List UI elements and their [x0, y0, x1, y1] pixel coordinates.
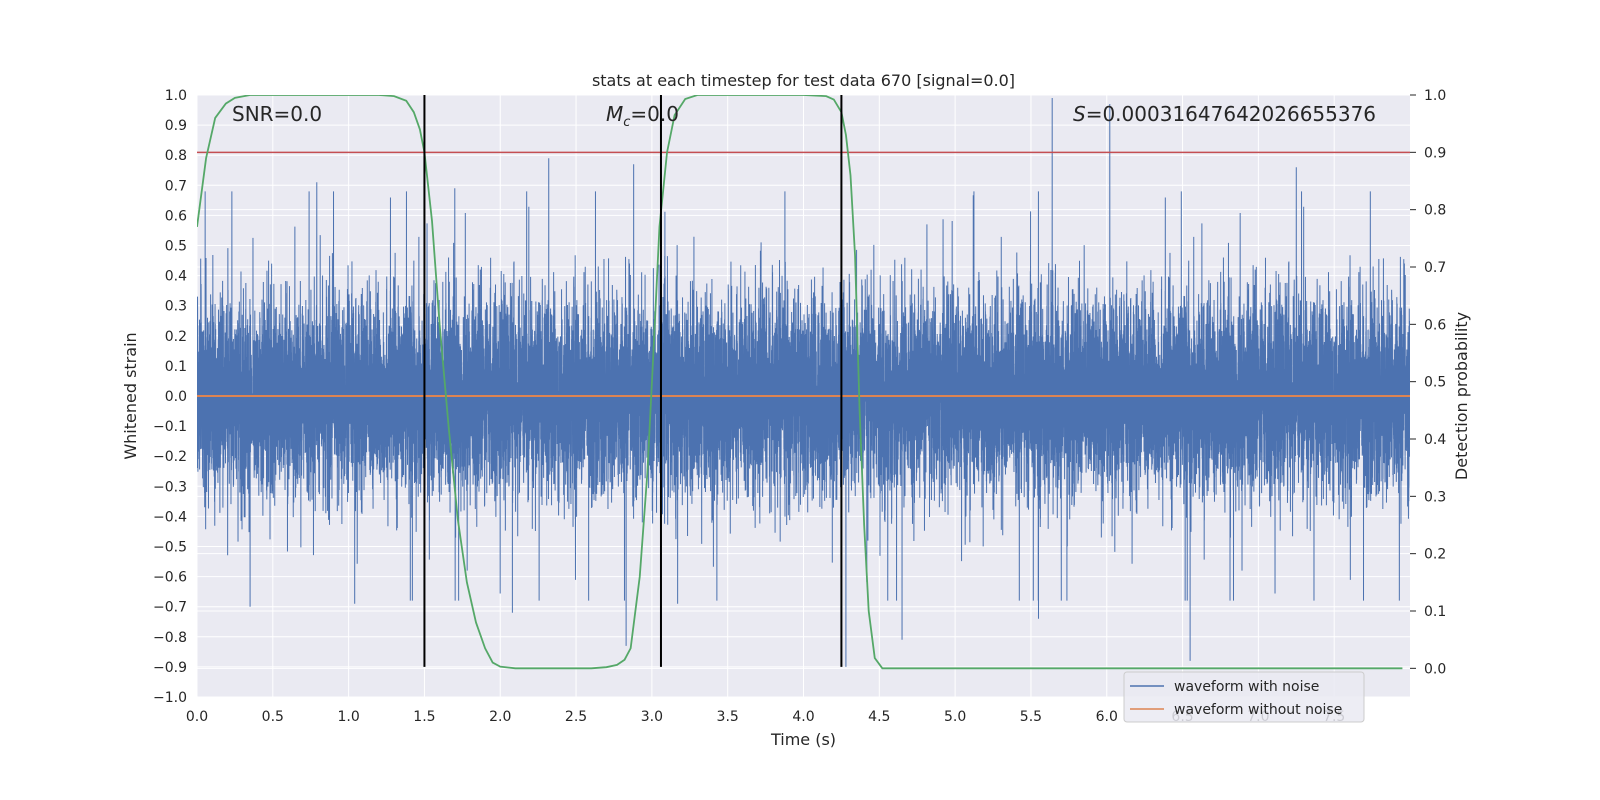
x-tick-label: 0.0 [186, 709, 208, 725]
x-tick-label: 4.5 [868, 709, 890, 725]
s-symbol: S [1073, 102, 1086, 126]
y-tick-label: −0.7 [153, 600, 187, 616]
x-tick-label: 4.0 [792, 709, 814, 725]
y2-tick-label: 0.5 [1424, 375, 1446, 391]
snr-annotation: SNR=0.0 [232, 102, 322, 126]
y2-tick-label: 0.8 [1424, 203, 1446, 219]
x-tick-label: 5.0 [944, 709, 966, 725]
x-tick-label: 3.5 [717, 709, 739, 725]
x-tick-label: 1.5 [413, 709, 435, 725]
y-tick-label: −0.6 [153, 570, 187, 586]
series-detection-probability [197, 95, 1403, 670]
y2-tick-label: 0.2 [1424, 547, 1446, 563]
y-tick-label: −1.0 [153, 690, 187, 706]
y-tick-label: 0.9 [165, 118, 187, 134]
plot-content [197, 95, 1410, 670]
x-tick-label: 2.0 [489, 709, 511, 725]
x-tick-label: 1.0 [337, 709, 359, 725]
y-tick-label: 0.4 [165, 269, 187, 285]
y-tick-label: 0.0 [165, 389, 187, 405]
y-tick-label: −0.3 [153, 479, 187, 495]
y-tick-label: −0.4 [153, 509, 187, 525]
y-tick-label: 0.5 [165, 239, 187, 255]
y2-tick-label: 0.6 [1424, 317, 1446, 333]
y-tick-label: 0.6 [165, 208, 187, 224]
mc-subscript: c [623, 115, 630, 130]
y-tick-label: 1.0 [165, 88, 187, 104]
chart-title: stats at each timestep for test data 670… [592, 71, 1015, 90]
y-axis-left: 1.0 0.9 0.8 0.7 0.6 0.5 0.4 0.3 0.2 0.1 0.0 −0.1 −0.… [153, 88, 187, 706]
x-tick-label: 3.0 [641, 709, 663, 725]
y2-tick-label: 0.3 [1424, 489, 1446, 505]
chirp-mass-annotation: Mc=0.0 [606, 102, 679, 130]
legend: waveform with noise waveform without noi… [1123, 671, 1365, 723]
x-axis-title: Time (s) [770, 730, 836, 749]
y-tick-label: 0.8 [165, 148, 187, 164]
y-tick-label: −0.5 [153, 540, 187, 556]
y2-tick-label: 0.0 [1424, 661, 1446, 677]
y-axis-title: Whitened strain [121, 332, 140, 459]
x-tick-label: 6.0 [1096, 709, 1118, 725]
y-tick-label: 0.2 [165, 329, 187, 345]
y-tick-label: −0.2 [153, 449, 187, 465]
legend-label-waveform-with-noise: waveform with noise [1174, 679, 1319, 695]
series-waveform-with-noise [197, 98, 1410, 667]
y-tick-label: 0.1 [165, 359, 187, 375]
legend-box [1123, 671, 1365, 723]
x-tick-label: 5.5 [1020, 709, 1042, 725]
x-tick-label: 2.5 [565, 709, 587, 725]
mc-symbol: M [606, 102, 623, 126]
y-axis-right: 1.0 0.9 0.8 0.7 0.6 0.5 0.4 0.3 0.2 0.1 0.0 [1410, 88, 1446, 677]
y2-tick-label: 0.7 [1424, 260, 1446, 276]
y2-tick-label: 0.4 [1424, 432, 1446, 448]
y-tick-label: 0.3 [165, 299, 187, 315]
y2-tick-label: 0.1 [1424, 604, 1446, 620]
x-tick-label: 0.5 [262, 709, 284, 725]
s-value: =0.00031647642026655376 [1086, 102, 1376, 126]
s-annotation: S=0.00031647642026655376 [1073, 102, 1376, 126]
y-tick-label: −0.9 [153, 660, 187, 676]
y-tick-label: 0.7 [165, 178, 187, 194]
legend-label-waveform-without-noise: waveform without noise [1174, 702, 1342, 718]
y2-tick-label: 0.9 [1424, 145, 1446, 161]
event-markers [423, 95, 843, 667]
y-tick-label: −0.8 [153, 630, 187, 646]
y2-tick-label: 1.0 [1424, 88, 1446, 104]
y2-axis-title: Detection probability [1452, 312, 1471, 480]
y-tick-label: −0.1 [153, 419, 187, 435]
mc-value: =0.0 [630, 102, 679, 126]
